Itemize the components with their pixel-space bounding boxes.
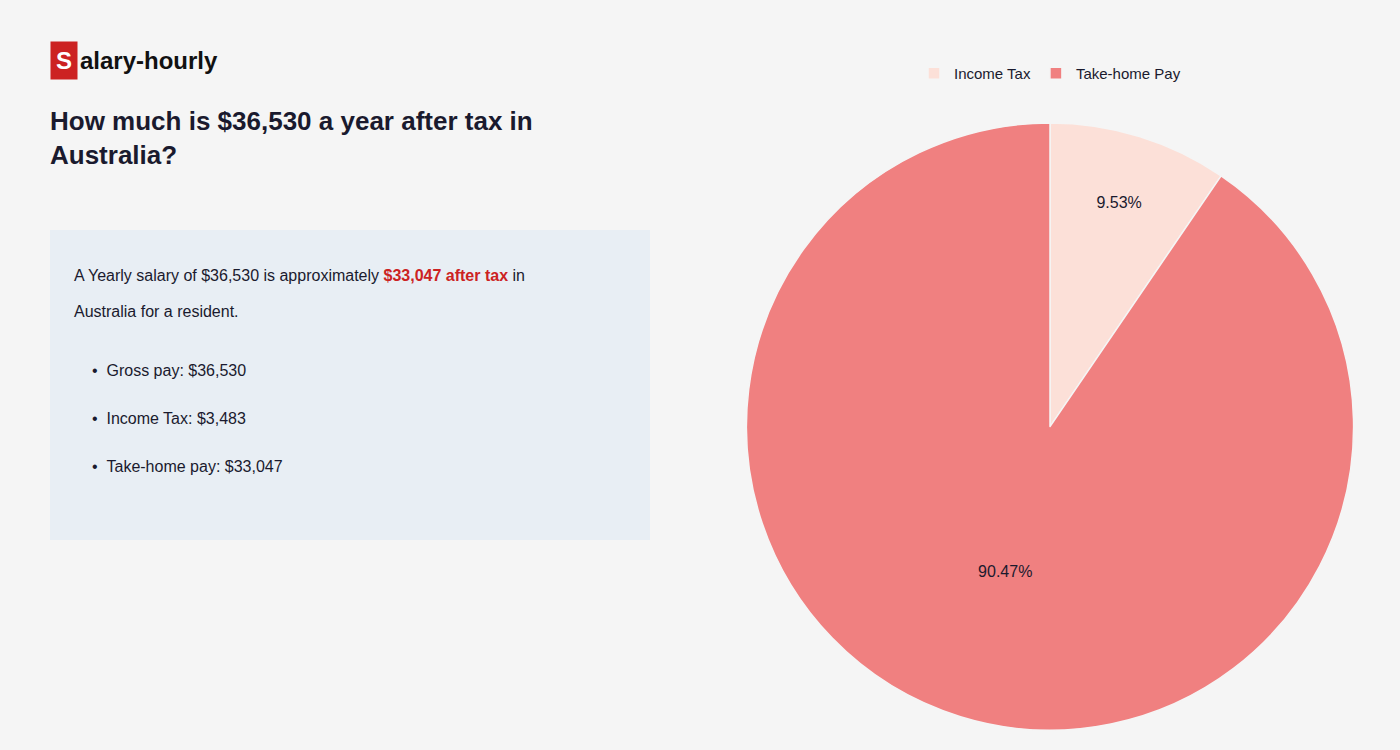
svg-text:• Income Tax: $3,483: • Income Tax: $3,483 <box>92 410 246 427</box>
svg-text:• Gross pay: $36,530: • Gross pay: $36,530 <box>92 362 246 379</box>
svg-text:How much is $36,530 a year aft: How much is $36,530 a year after tax inA… <box>50 106 533 170</box>
svg-text:• Take-home pay: $33,047: • Take-home pay: $33,047 <box>92 458 283 475</box>
svg-text:alary-hourly: alary-hourly <box>80 47 218 74</box>
svg-text:90.47%: 90.47% <box>978 563 1032 580</box>
svg-text:Take-home Pay: Take-home Pay <box>1076 65 1181 82</box>
svg-text:A Yearly salary of $36,530 is: A Yearly salary of $36,530 is approximat… <box>74 267 525 284</box>
svg-text:9.53%: 9.53% <box>1096 194 1141 211</box>
svg-text:Australia for a resident.: Australia for a resident. <box>74 303 239 320</box>
svg-text:S: S <box>56 47 72 74</box>
svg-text:Income Tax: Income Tax <box>954 65 1031 82</box>
